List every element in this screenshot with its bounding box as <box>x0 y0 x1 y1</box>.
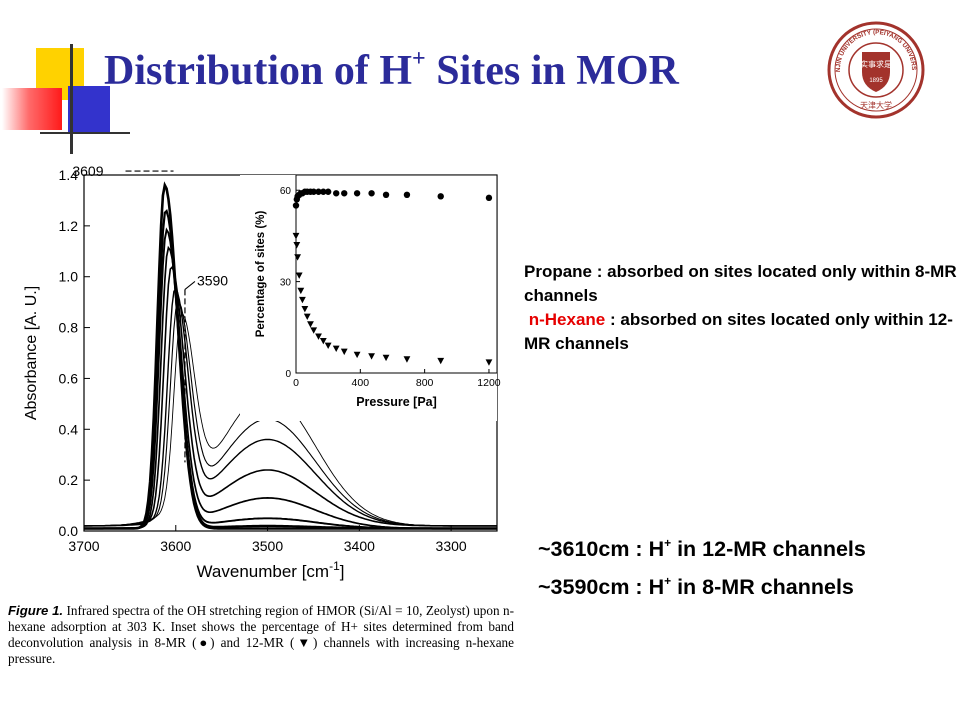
inset-8mr-point <box>292 202 300 209</box>
y-tick-label: 1.0 <box>59 269 79 285</box>
inset-12mr-point <box>324 342 332 349</box>
inset-8mr-point <box>310 188 317 195</box>
assignment-3610: ~3610cm : H+ in 12-MR channels <box>538 536 866 561</box>
inset-8mr-point <box>485 194 493 202</box>
deco-blue-square <box>68 86 110 132</box>
y-tick-label: 0.4 <box>59 421 79 437</box>
x-tick-label: 3300 <box>436 538 467 554</box>
inset-12mr-point <box>310 327 318 334</box>
inset-12mr-point <box>485 359 493 366</box>
page-title: Distribution of H+ Sites in MOR <box>104 46 679 94</box>
y-tick-label: 0.8 <box>59 320 79 336</box>
inset-8mr-point <box>315 188 322 195</box>
y-tick-label: 1.2 <box>59 218 79 234</box>
inset-x-tick-label: 400 <box>352 377 370 389</box>
inset-8mr-point <box>382 191 390 198</box>
ir-spectrum-chart: 0.0 0.2 0.4 0.6 0.8 1.0 1.2 1.4 3700 3600 3500 3400… <box>23 165 501 581</box>
inset-8mr-point <box>353 190 361 197</box>
inset-12mr-point <box>315 333 322 340</box>
inset-background <box>240 175 497 421</box>
inset-12mr-point <box>295 272 303 279</box>
y-tick-label: 0.0 <box>59 523 79 539</box>
peak-3590-label: 3590 <box>197 272 228 288</box>
inset-12mr-point <box>294 254 302 261</box>
inset-x-tick-label: 800 <box>416 377 434 389</box>
seal-year: 1895 <box>869 78 883 84</box>
inset-x-axis-label: Pressure [Pa] <box>356 395 437 409</box>
inset-12mr-point <box>292 232 300 240</box>
assignment-3590: ~3590cm : H+ in 8-MR channels <box>538 574 854 599</box>
inset-x-tick-label: 0 <box>293 377 299 389</box>
inset-12mr-point <box>301 306 309 313</box>
adsorption-notes: Propane : absorbed on sites located only… <box>524 260 960 356</box>
inset-12mr-point <box>303 313 311 321</box>
seal-bottom-text: 天津大学 <box>860 100 892 110</box>
hexane-label: n-Hexane <box>528 310 606 329</box>
inset-12mr-point <box>319 338 327 345</box>
propane-note: Propane : absorbed on sites located only… <box>524 262 957 305</box>
inset-12mr-point <box>299 296 306 304</box>
x-tick-label: 3600 <box>160 538 191 554</box>
x-axis-label: Wavenumber [cm-1] <box>197 559 345 581</box>
peak-3590-leader <box>184 281 196 290</box>
inset-y-axis-label: Percentage of sites (%) <box>255 211 267 338</box>
inset-12mr-point <box>340 348 348 356</box>
y-tick-label: 1.4 <box>59 167 79 183</box>
deco-vertical-line <box>70 44 73 154</box>
inset-y-tick-label: 30 <box>280 278 292 289</box>
inset-8mr-point <box>403 191 411 198</box>
inset-8mr-point <box>320 188 327 195</box>
figure-caption: Figure 1. Infrared spectra of the OH str… <box>8 603 514 666</box>
x-tick-label: 3500 <box>252 538 283 554</box>
inset-12mr-point <box>293 242 301 249</box>
inset-y-tick-label: 60 <box>280 186 292 197</box>
inset-12mr-point <box>353 351 361 359</box>
inset-frame <box>295 174 498 374</box>
hexane-note: n-Hexane : absorbed on sites located onl… <box>524 310 953 353</box>
deco-horizontal-line <box>40 132 130 134</box>
deco-red-square <box>2 88 62 130</box>
x-tick-label: 3700 <box>68 538 99 554</box>
inset-12mr-point <box>307 321 314 328</box>
y-tick-label: 0.6 <box>59 370 79 386</box>
peak-3609-label: 3609 <box>72 165 103 179</box>
spectrum-series-line <box>84 245 497 530</box>
peak-assignments: ~3610cm : H+ in 12-MR channels ~3590cm :… <box>538 527 866 603</box>
inset-8mr-point <box>333 190 340 197</box>
y-axis-label: Absorbance [A. U.] <box>23 286 40 420</box>
seal-motto: 实事求是 <box>860 59 892 69</box>
inset-8mr-point <box>368 190 375 197</box>
university-seal: TIANJIN UNIVERSITY (PEIYANG UNIVERSITY) … <box>826 20 925 119</box>
x-tick-label: 3400 <box>344 538 375 554</box>
inset-12mr-point <box>437 357 445 365</box>
inset-12mr-point <box>332 345 340 353</box>
inset-y-tick-label: 0 <box>285 369 291 380</box>
inset-12mr-point <box>368 353 375 360</box>
inset-8mr-point <box>437 193 444 200</box>
inset-12mr-point <box>403 356 411 363</box>
inset-8mr-point <box>324 188 332 195</box>
inset-12mr-point <box>382 354 390 362</box>
inset-x-tick-label: 1200 <box>477 377 501 389</box>
inset-8mr-point <box>341 190 348 197</box>
inset-12mr-point <box>297 287 305 295</box>
y-tick-label: 0.2 <box>59 472 79 488</box>
